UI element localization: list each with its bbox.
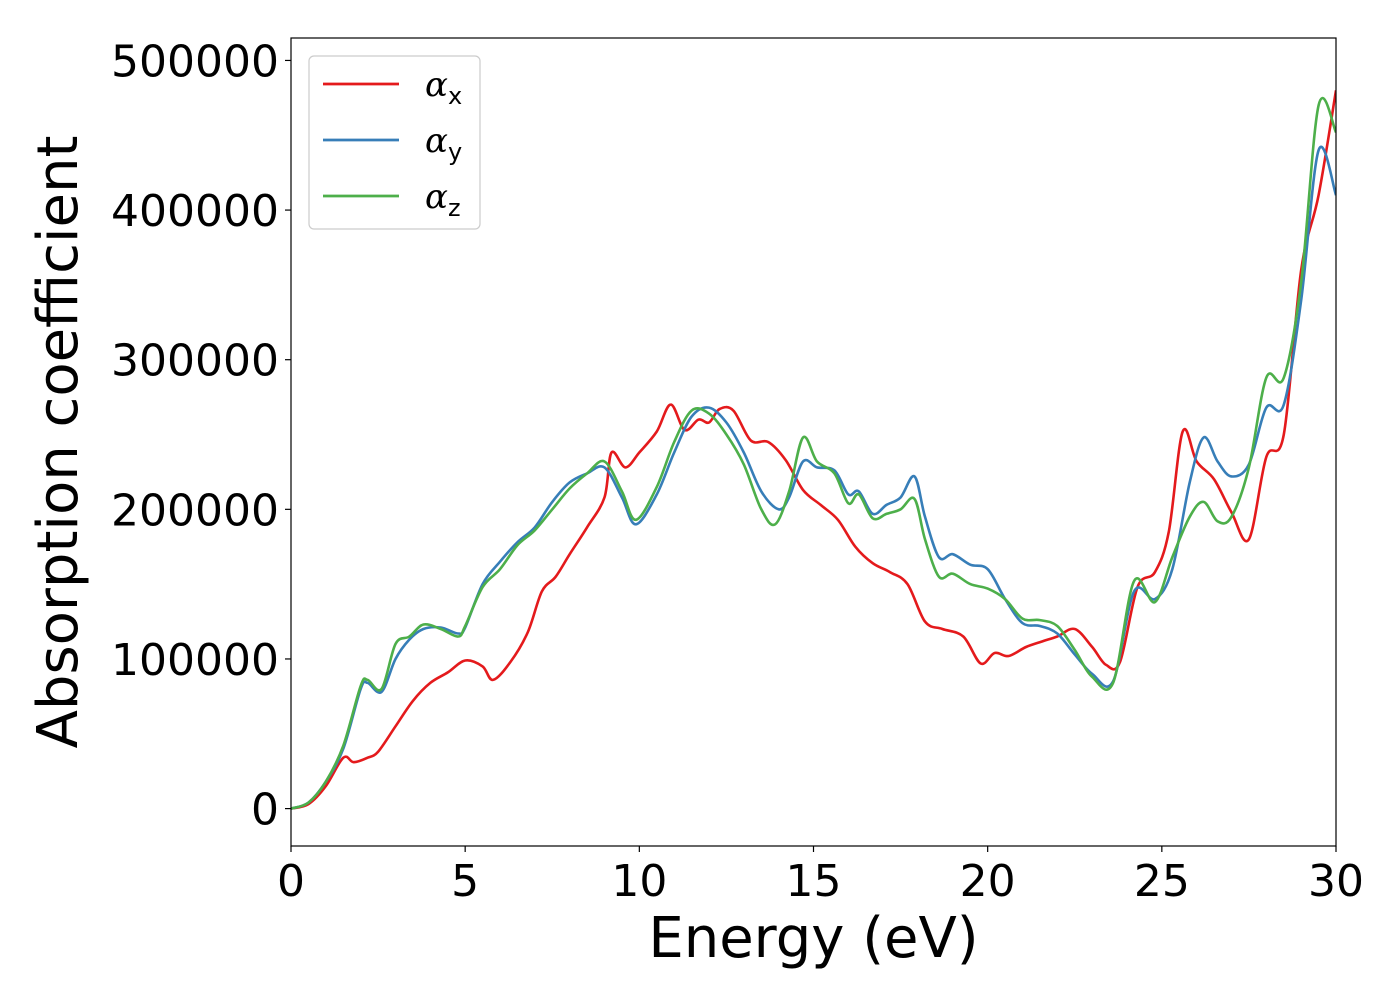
- x-tick-label: 0: [277, 856, 305, 907]
- series-line-z: [291, 96, 1336, 810]
- legend-subscript: z: [448, 194, 461, 222]
- legend-label-z: αz: [425, 177, 461, 222]
- x-tick-label: 20: [960, 856, 1016, 907]
- y-axis-ticks: 0 100000 200000 300000 400000 500000: [111, 36, 291, 836]
- y-tick-label: 100000: [111, 635, 279, 686]
- legend-symbol: α: [425, 177, 448, 217]
- y-tick-label: 500000: [111, 36, 279, 87]
- x-axis-label: Energy (eV): [648, 906, 978, 971]
- y-tick-label: 400000: [111, 186, 279, 237]
- series-layer: [291, 90, 1336, 810]
- series-line-x: [291, 90, 1336, 810]
- y-tick-label: 200000: [111, 485, 279, 536]
- legend-symbol: α: [425, 121, 448, 161]
- legend-subscript: y: [448, 138, 462, 166]
- y-tick-label: 300000: [111, 336, 279, 387]
- x-tick-label: 10: [611, 856, 667, 907]
- x-tick-label: 5: [451, 856, 479, 907]
- series-line-y: [291, 145, 1336, 810]
- x-tick-label: 15: [786, 856, 842, 907]
- legend-label-x: αx: [425, 65, 462, 110]
- x-axis-ticks: 0 5 10 15 20 25 30: [277, 846, 1364, 907]
- y-tick-label: 0: [251, 785, 279, 836]
- x-tick-label: 30: [1308, 856, 1364, 907]
- y-axis-label: Absorption coefficient: [26, 136, 91, 749]
- legend-symbol: α: [425, 65, 448, 105]
- x-tick-label: 25: [1134, 856, 1190, 907]
- legend-subscript: x: [448, 82, 462, 110]
- legend-label-y: αy: [425, 121, 462, 166]
- legend-box: [308, 55, 481, 230]
